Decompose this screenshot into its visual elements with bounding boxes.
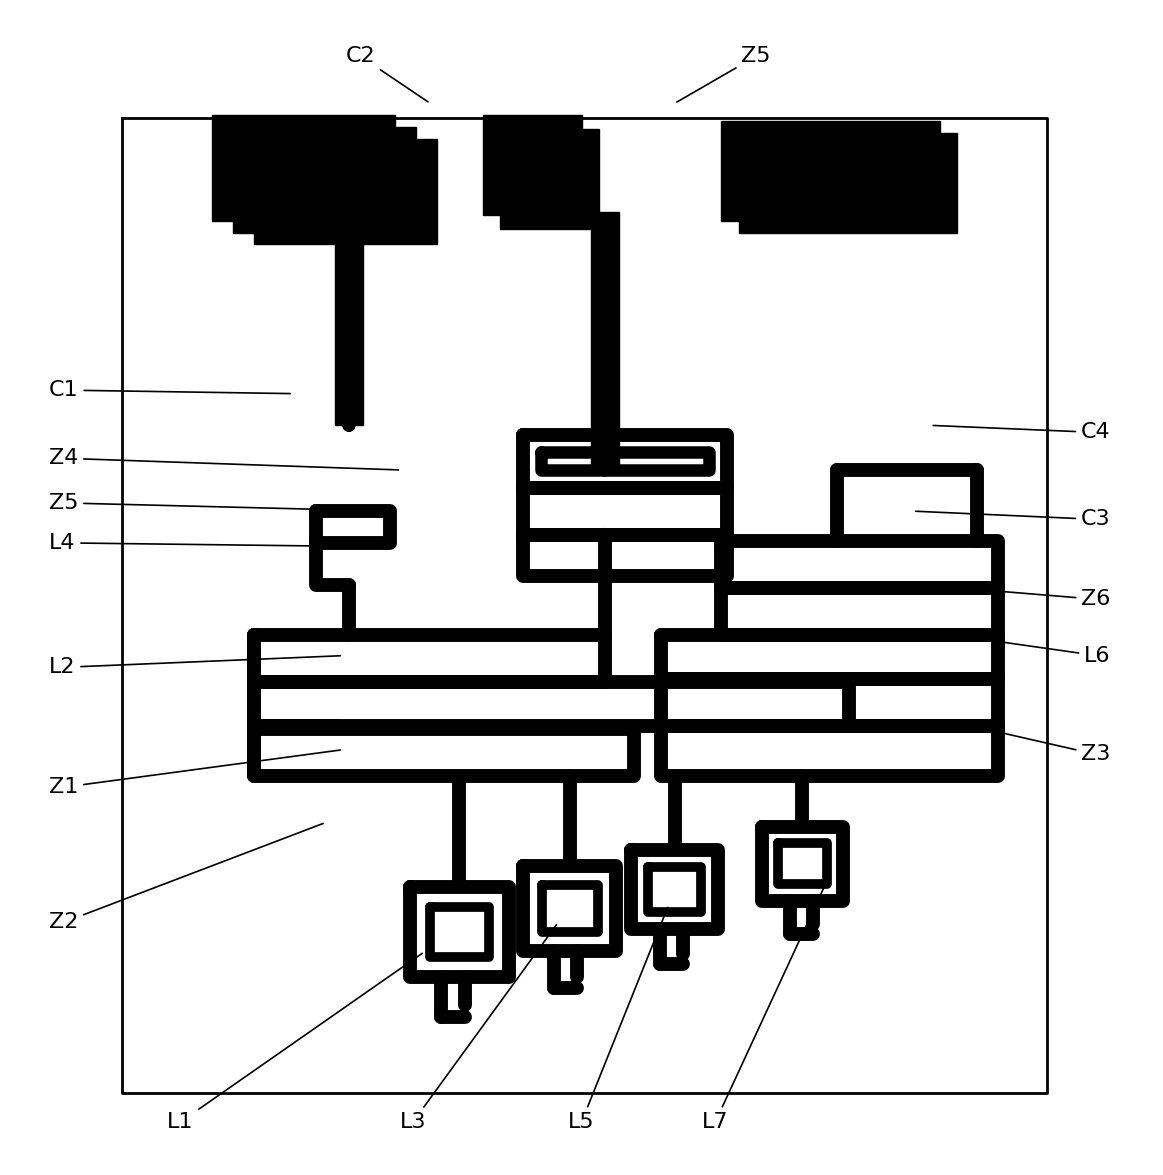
Text: Z3: Z3 (985, 730, 1111, 765)
Circle shape (599, 464, 611, 476)
Polygon shape (500, 129, 599, 229)
Text: C2: C2 (345, 46, 428, 102)
Text: Z5: Z5 (677, 46, 771, 102)
Polygon shape (212, 115, 395, 221)
Polygon shape (233, 127, 416, 233)
Text: L1: L1 (167, 953, 422, 1133)
Circle shape (599, 529, 611, 540)
Text: L5: L5 (569, 907, 668, 1133)
Text: C4: C4 (933, 422, 1111, 443)
Circle shape (971, 535, 983, 546)
Text: Z2: Z2 (49, 824, 323, 933)
Text: L7: L7 (702, 886, 825, 1133)
Circle shape (832, 535, 843, 546)
Circle shape (343, 419, 355, 431)
Text: C1: C1 (49, 380, 291, 401)
Text: C3: C3 (915, 509, 1111, 530)
Text: L4: L4 (49, 532, 347, 553)
Text: L3: L3 (400, 925, 557, 1133)
Polygon shape (483, 115, 582, 215)
Circle shape (599, 482, 611, 493)
Text: Z5: Z5 (49, 492, 387, 513)
Text: Z4: Z4 (49, 448, 399, 470)
Polygon shape (335, 221, 363, 425)
Polygon shape (721, 121, 940, 221)
Polygon shape (254, 139, 437, 244)
Text: L6: L6 (968, 637, 1111, 666)
Text: Z1: Z1 (49, 750, 341, 798)
Polygon shape (591, 212, 619, 470)
Text: L2: L2 (49, 656, 341, 678)
Polygon shape (739, 133, 957, 233)
Text: Z6: Z6 (956, 588, 1111, 610)
